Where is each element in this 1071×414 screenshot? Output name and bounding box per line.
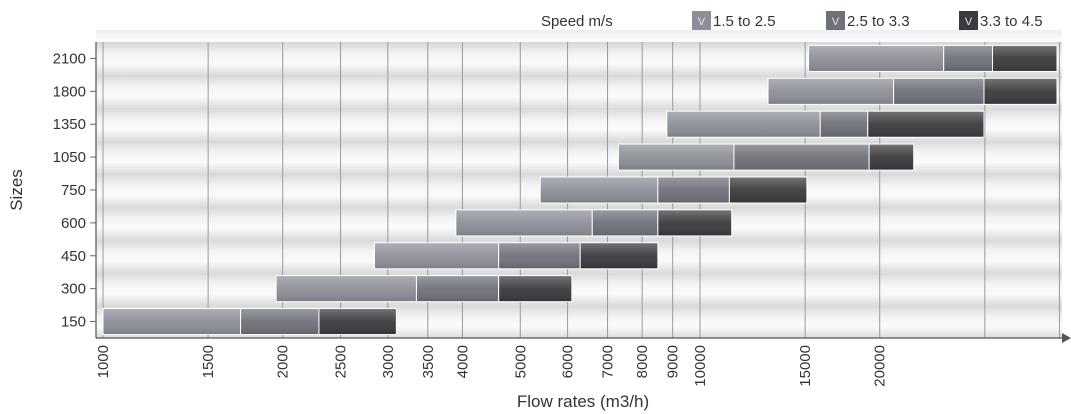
- bar-sheen: [993, 45, 1057, 71]
- y-tick-label: 750: [61, 182, 86, 199]
- legend-swatch: [826, 11, 845, 30]
- y-tick-label: 300: [61, 281, 86, 298]
- bar-sheen: [734, 144, 869, 170]
- x-axis-arrow-icon: [1062, 333, 1071, 343]
- legend-swatch-glyph: V: [698, 16, 706, 28]
- y-tick-label: 2100: [53, 50, 86, 67]
- bar-sheen: [944, 45, 993, 71]
- bar-sheen: [456, 210, 592, 236]
- bar-sheen: [580, 243, 658, 269]
- legend-swatch: [959, 11, 978, 30]
- bars-group: [102, 44, 1058, 336]
- bar-sheen: [319, 309, 396, 335]
- x-tick-label: 3000: [380, 345, 397, 378]
- bar-sheen: [820, 111, 868, 137]
- plot-row-stripe: [96, 140, 1062, 174]
- legend: Speed m/s V 1.5 to 2.5 V 2.5 to 3.3 V 3.3 to …: [541, 11, 1043, 30]
- legend-entry-label: 2.5 to 3.3: [847, 13, 910, 30]
- bar-sheen: [416, 276, 499, 302]
- x-axis-title: Flow rates (m3/h): [517, 392, 649, 411]
- bar-sheen: [618, 144, 734, 170]
- bar-sheen: [375, 243, 499, 269]
- x-tick-label: 4000: [454, 345, 471, 378]
- legend-swatch: [692, 11, 711, 30]
- x-tick-label: 2000: [275, 345, 292, 378]
- x-tick-label: 10000: [692, 345, 709, 387]
- bar-sheen: [658, 210, 732, 236]
- x-tick-label: 20000: [872, 345, 889, 387]
- bar-sheen: [103, 309, 241, 335]
- legend-entry-label: 3.3 to 4.5: [980, 13, 1043, 30]
- bar-sheen: [869, 144, 914, 170]
- bar-sheen: [592, 210, 658, 236]
- bar-sheen: [499, 276, 572, 302]
- bar-sheen: [768, 78, 894, 104]
- y-tick-label: 1050: [53, 149, 86, 166]
- bar-sheen: [499, 243, 580, 269]
- x-tick-label: 5000: [512, 345, 529, 378]
- bar-sheen: [984, 78, 1057, 104]
- x-tick-label: 7000: [600, 345, 617, 378]
- bar-sheen: [809, 45, 944, 71]
- bar-sheen: [276, 276, 416, 302]
- bar-sheen: [894, 78, 984, 104]
- y-tick-label: 600: [61, 215, 86, 232]
- legend-swatch-glyph: V: [832, 16, 840, 28]
- y-tick-label: 1800: [53, 83, 86, 100]
- bar-sheen: [241, 309, 319, 335]
- legend-title: Speed m/s: [541, 13, 613, 30]
- x-tick-label: 1500: [200, 345, 217, 378]
- y-tick-label: 1350: [53, 116, 86, 133]
- plot-top-band: [96, 30, 1062, 44]
- x-tick-label: 6000: [560, 345, 577, 378]
- bar-sheen: [667, 111, 820, 137]
- bar-sheen: [729, 177, 807, 203]
- x-tick-label: 2500: [333, 345, 350, 378]
- x-tick-label: 3500: [420, 345, 437, 378]
- y-tick-label: 150: [61, 314, 86, 331]
- bar-sheen: [658, 177, 729, 203]
- legend-swatch-glyph: V: [965, 16, 973, 28]
- bar-sheen: [540, 177, 658, 203]
- y-tick-label: 450: [61, 248, 86, 265]
- y-tick-labels: 150 300 450 600 750 1050 1350 1800 2100: [53, 50, 96, 331]
- plot-row-stripe: [96, 272, 1062, 306]
- x-tick-label: 15000: [797, 345, 814, 387]
- x-tick-label: 8000: [634, 345, 651, 378]
- bar-sheen: [868, 111, 984, 137]
- x-tick-label: 1000: [95, 345, 112, 378]
- legend-entry-label: 1.5 to 2.5: [713, 13, 776, 30]
- y-axis-title: Sizes: [7, 169, 26, 211]
- x-tick-labels: 1000 1500 2000 2500 3000 3500 4000 5000 6000 7000…: [95, 345, 889, 387]
- x-tick-label: 9000: [665, 345, 682, 378]
